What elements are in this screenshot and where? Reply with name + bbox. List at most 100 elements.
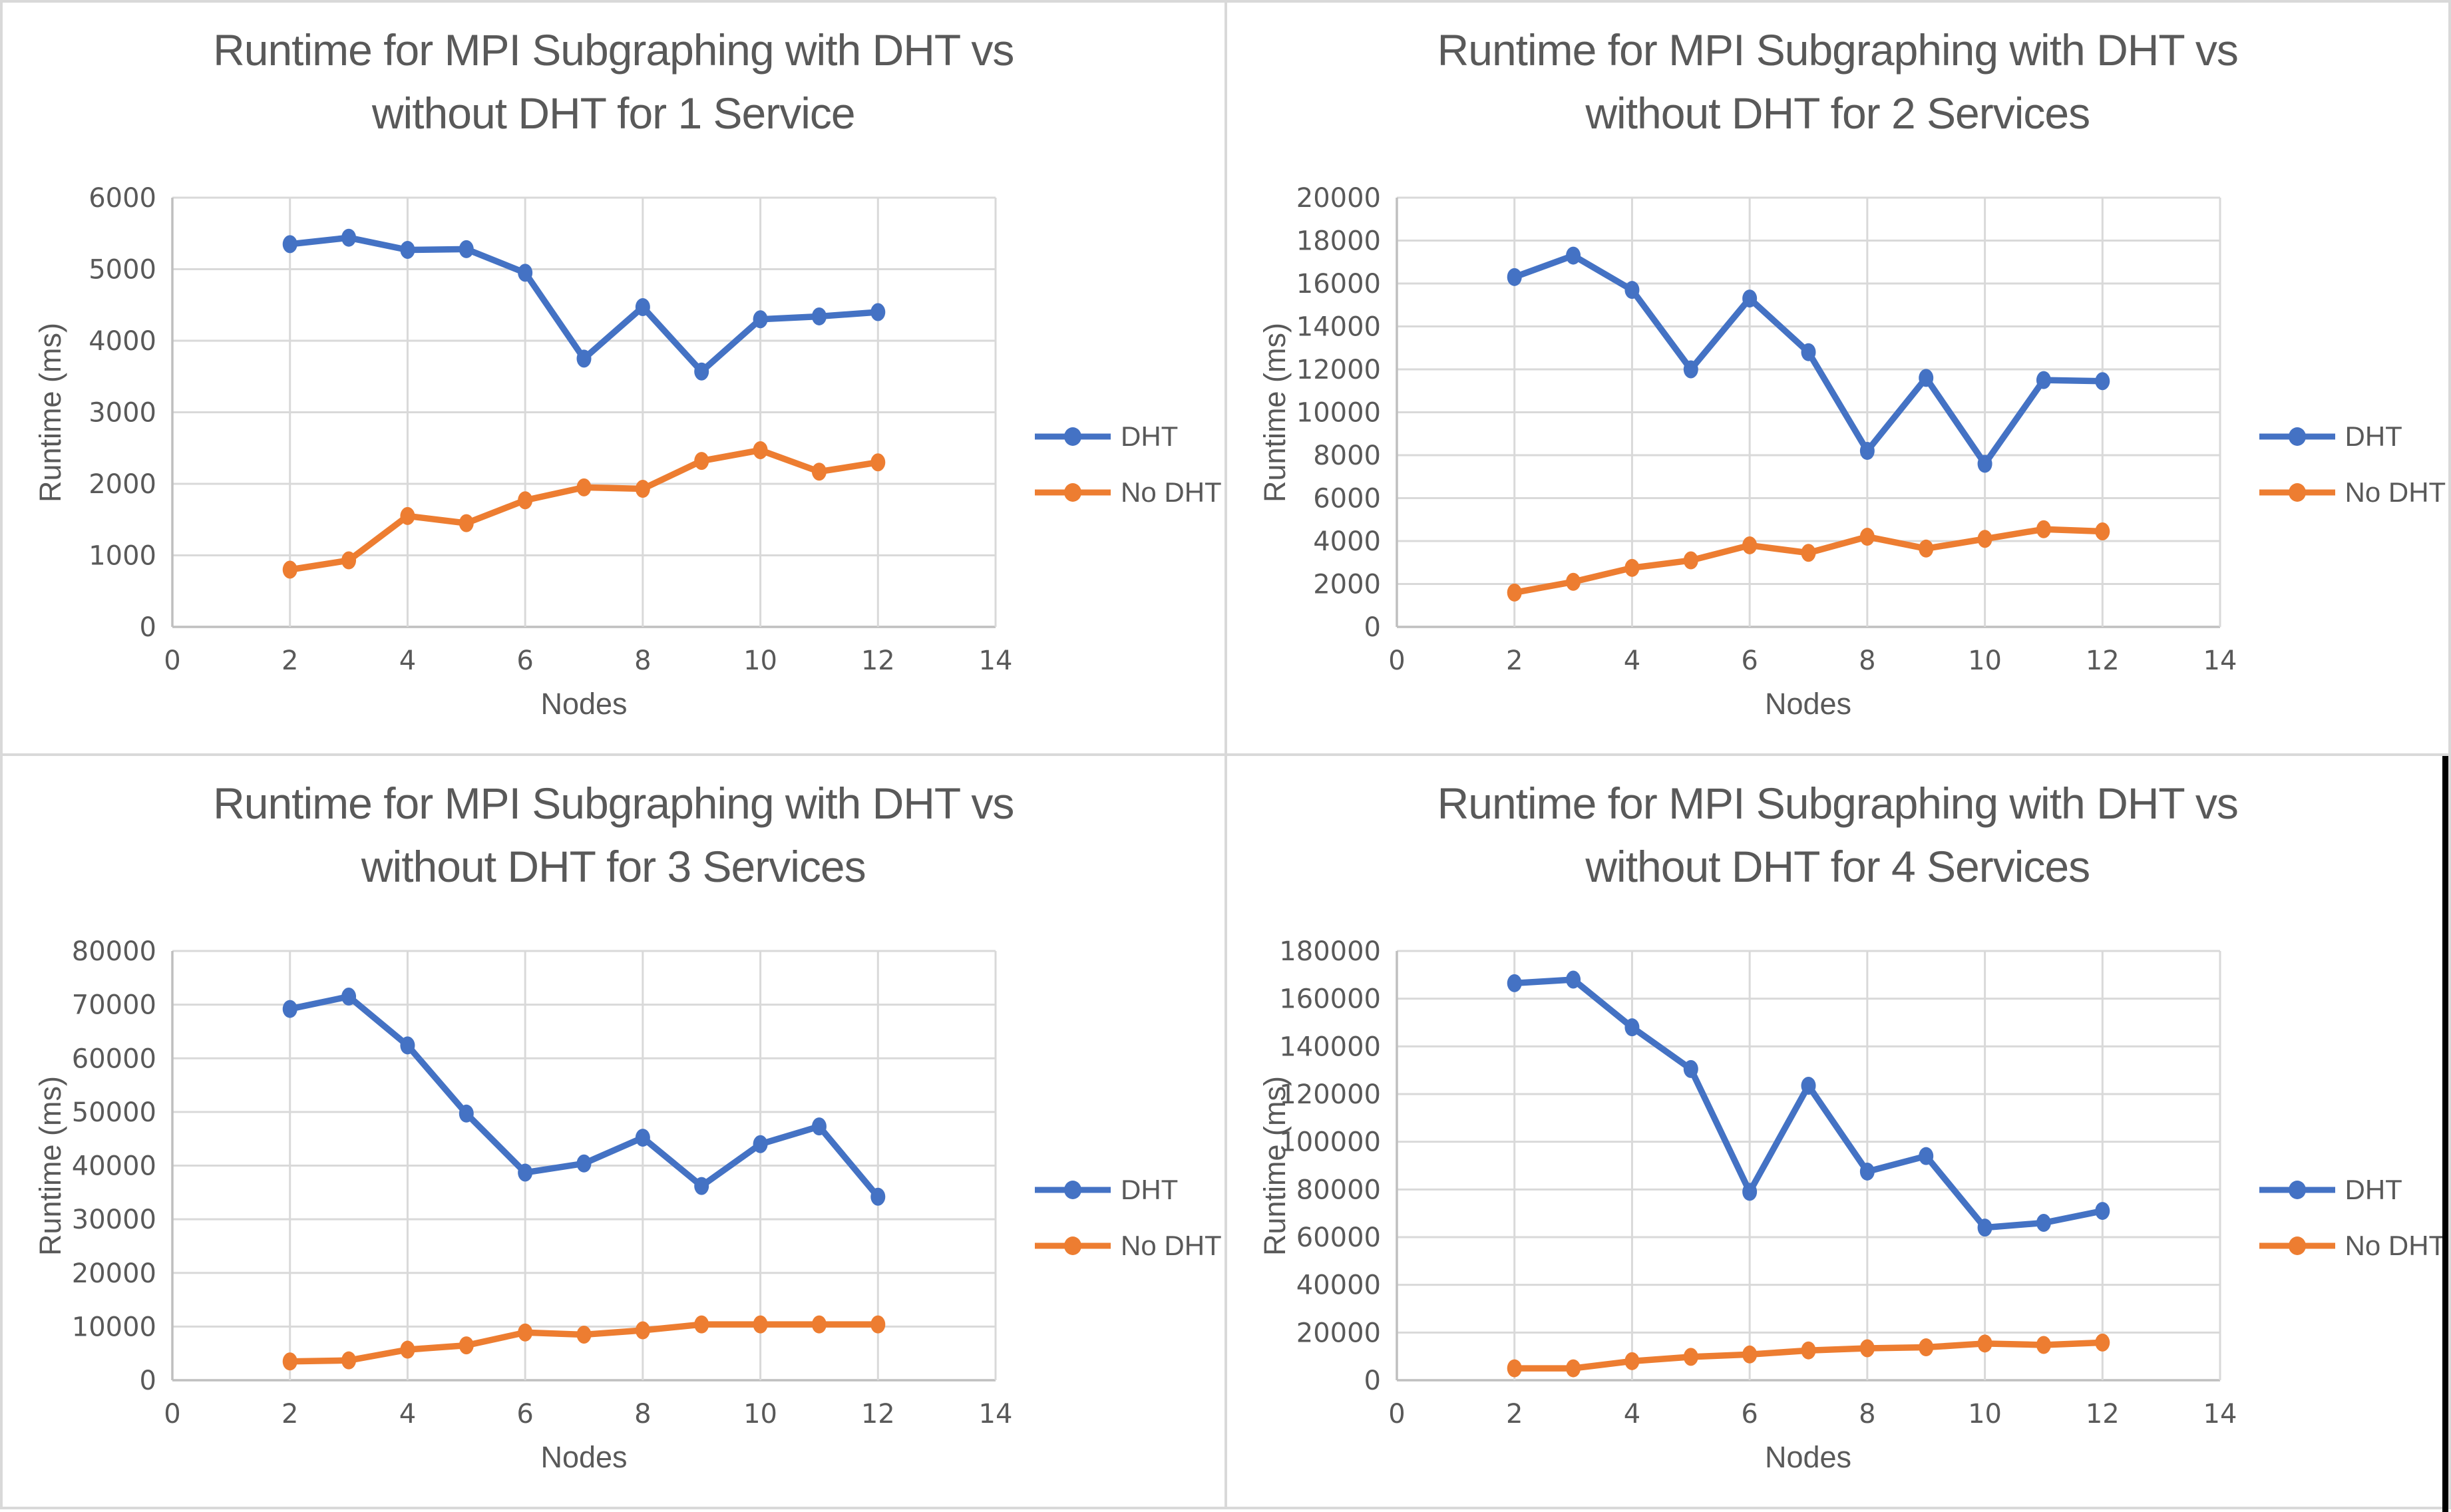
- legend-item-no-dht: No DHT: [2257, 1230, 2446, 1262]
- chart-title-line2: without DHT for 3 Services: [361, 842, 866, 892]
- x-tick-label: 14: [979, 1399, 1013, 1429]
- data-point-marker: [282, 235, 297, 254]
- data-point-marker: [1624, 1352, 1639, 1370]
- chart-panel-3-services: Runtime for MPI Subgraphing with DHT vs …: [3, 756, 1225, 1507]
- x-tick-label: 6: [1741, 646, 1758, 676]
- legend-label-no-dht: No DHT: [1121, 1230, 1222, 1261]
- data-point-marker: [811, 1315, 827, 1334]
- data-point-marker: [1507, 268, 1522, 286]
- y-tick-label: 16000: [1296, 269, 1380, 299]
- x-tick-label: 14: [979, 646, 1013, 676]
- y-axis-title: Runtime (ms): [1257, 1075, 1292, 1256]
- data-point-marker: [1624, 281, 1639, 299]
- data-point-marker: [1742, 1183, 1757, 1201]
- legend-line-marker-icon: [1035, 427, 1111, 446]
- window-edge-bar: [2442, 756, 2448, 1512]
- y-tick-label: 12000: [1296, 355, 1380, 385]
- data-point-marker: [1977, 455, 1992, 473]
- chart-title-line2: without DHT for 4 Services: [1585, 842, 2090, 892]
- data-point-marker: [459, 240, 474, 258]
- data-point-marker: [576, 1325, 592, 1344]
- data-point-marker: [1742, 536, 1757, 554]
- data-point-marker: [870, 1315, 886, 1334]
- legend-item-dht: DHT: [1033, 421, 1222, 453]
- y-tick-label: 70000: [72, 990, 156, 1021]
- data-point-marker: [2036, 1336, 2051, 1354]
- y-tick-label: 140000: [1279, 1032, 1381, 1062]
- data-point-marker: [1507, 974, 1522, 992]
- x-tick-label: 2: [1505, 1399, 1522, 1429]
- x-axis-title: Nodes: [540, 687, 628, 721]
- y-tick-label: 2000: [1313, 570, 1381, 600]
- data-point-marker: [1977, 530, 1992, 548]
- legend: DHT No DHT: [2257, 421, 2446, 508]
- data-point-marker: [282, 1352, 297, 1371]
- y-tick-label: 30000: [72, 1205, 156, 1235]
- data-point-marker: [459, 514, 474, 532]
- data-point-marker: [753, 1315, 768, 1334]
- legend-label-dht: DHT: [2345, 1174, 2402, 1205]
- x-tick-label: 12: [861, 1399, 895, 1429]
- data-point-marker: [1507, 1359, 1522, 1378]
- y-tick-label: 10000: [1296, 398, 1380, 429]
- chart-title: Runtime for MPI Subgraphing with DHT vs …: [1227, 19, 2449, 145]
- y-tick-label: 40000: [1296, 1270, 1380, 1301]
- data-point-marker: [1742, 289, 1757, 308]
- y-tick-label: 20000: [72, 1258, 156, 1289]
- x-tick-label: 6: [516, 646, 533, 676]
- data-point-marker: [1683, 360, 1698, 379]
- y-tick-label: 1000: [89, 541, 156, 572]
- data-point-marker: [1565, 970, 1581, 989]
- chart-title-line1: Runtime for MPI Subgraphing with DHT vs: [213, 25, 1014, 75]
- data-point-marker: [870, 303, 886, 321]
- data-point-marker: [2094, 372, 2110, 391]
- data-point-marker: [400, 1036, 415, 1055]
- data-point-marker: [1624, 558, 1639, 577]
- y-tick-label: 4000: [89, 326, 156, 357]
- legend-label-no-dht: No DHT: [1121, 476, 1222, 508]
- y-tick-label: 60000: [1296, 1223, 1380, 1253]
- data-point-marker: [1507, 583, 1522, 602]
- y-tick-label: 160000: [1279, 984, 1381, 1015]
- plot-area: 0 10000 20000 30000 40000 50000 60000 70000 8000…: [72, 936, 1013, 1429]
- chart-title: Runtime for MPI Subgraphing with DHT vs …: [1227, 772, 2449, 898]
- x-tick-label: 0: [164, 646, 180, 676]
- data-point-marker: [1565, 246, 1581, 265]
- data-point-marker: [1624, 1018, 1639, 1037]
- y-tick-label: 40000: [72, 1151, 156, 1182]
- legend-item-no-dht: No DHT: [2257, 476, 2446, 508]
- data-point-marker: [1565, 1359, 1581, 1378]
- data-point-marker: [635, 297, 650, 316]
- x-tick-label: 4: [1623, 646, 1640, 676]
- legend-label-no-dht: No DHT: [2345, 476, 2446, 508]
- plot-area: 0 2000 4000 6000 8000 10000 12000 14000 16000 180…: [1296, 183, 2237, 676]
- data-point-marker: [1859, 442, 1875, 461]
- y-tick-label: 14000: [1296, 312, 1380, 343]
- y-tick-label: 0: [1364, 1366, 1380, 1396]
- y-tick-label: 5000: [89, 255, 156, 285]
- y-tick-label: 3000: [89, 398, 156, 429]
- x-tick-label: 10: [743, 1399, 777, 1429]
- legend: DHT No DHT: [2257, 1174, 2446, 1262]
- x-tick-label: 14: [2203, 646, 2237, 676]
- series-line-no-dht: [286, 447, 882, 573]
- data-point-marker: [518, 491, 533, 510]
- data-point-marker: [341, 551, 357, 570]
- data-point-marker: [1683, 1059, 1698, 1078]
- x-tick-label: 0: [1388, 1399, 1405, 1429]
- x-tick-label: 0: [164, 1399, 180, 1429]
- y-tick-label: 18000: [1296, 226, 1380, 257]
- data-point-marker: [1918, 369, 1933, 387]
- data-point-marker: [1801, 1341, 1815, 1360]
- data-point-marker: [635, 480, 650, 498]
- data-point-marker: [2094, 1333, 2110, 1352]
- legend-line-marker-icon: [1035, 1181, 1111, 1199]
- data-point-marker: [694, 362, 709, 381]
- data-point-marker: [518, 1163, 533, 1182]
- x-tick-label: 12: [2085, 1399, 2119, 1429]
- legend-label-dht: DHT: [1121, 421, 1179, 452]
- x-tick-label: 10: [743, 646, 777, 676]
- y-tick-label: 6000: [1313, 484, 1381, 514]
- data-point-marker: [1859, 528, 1875, 546]
